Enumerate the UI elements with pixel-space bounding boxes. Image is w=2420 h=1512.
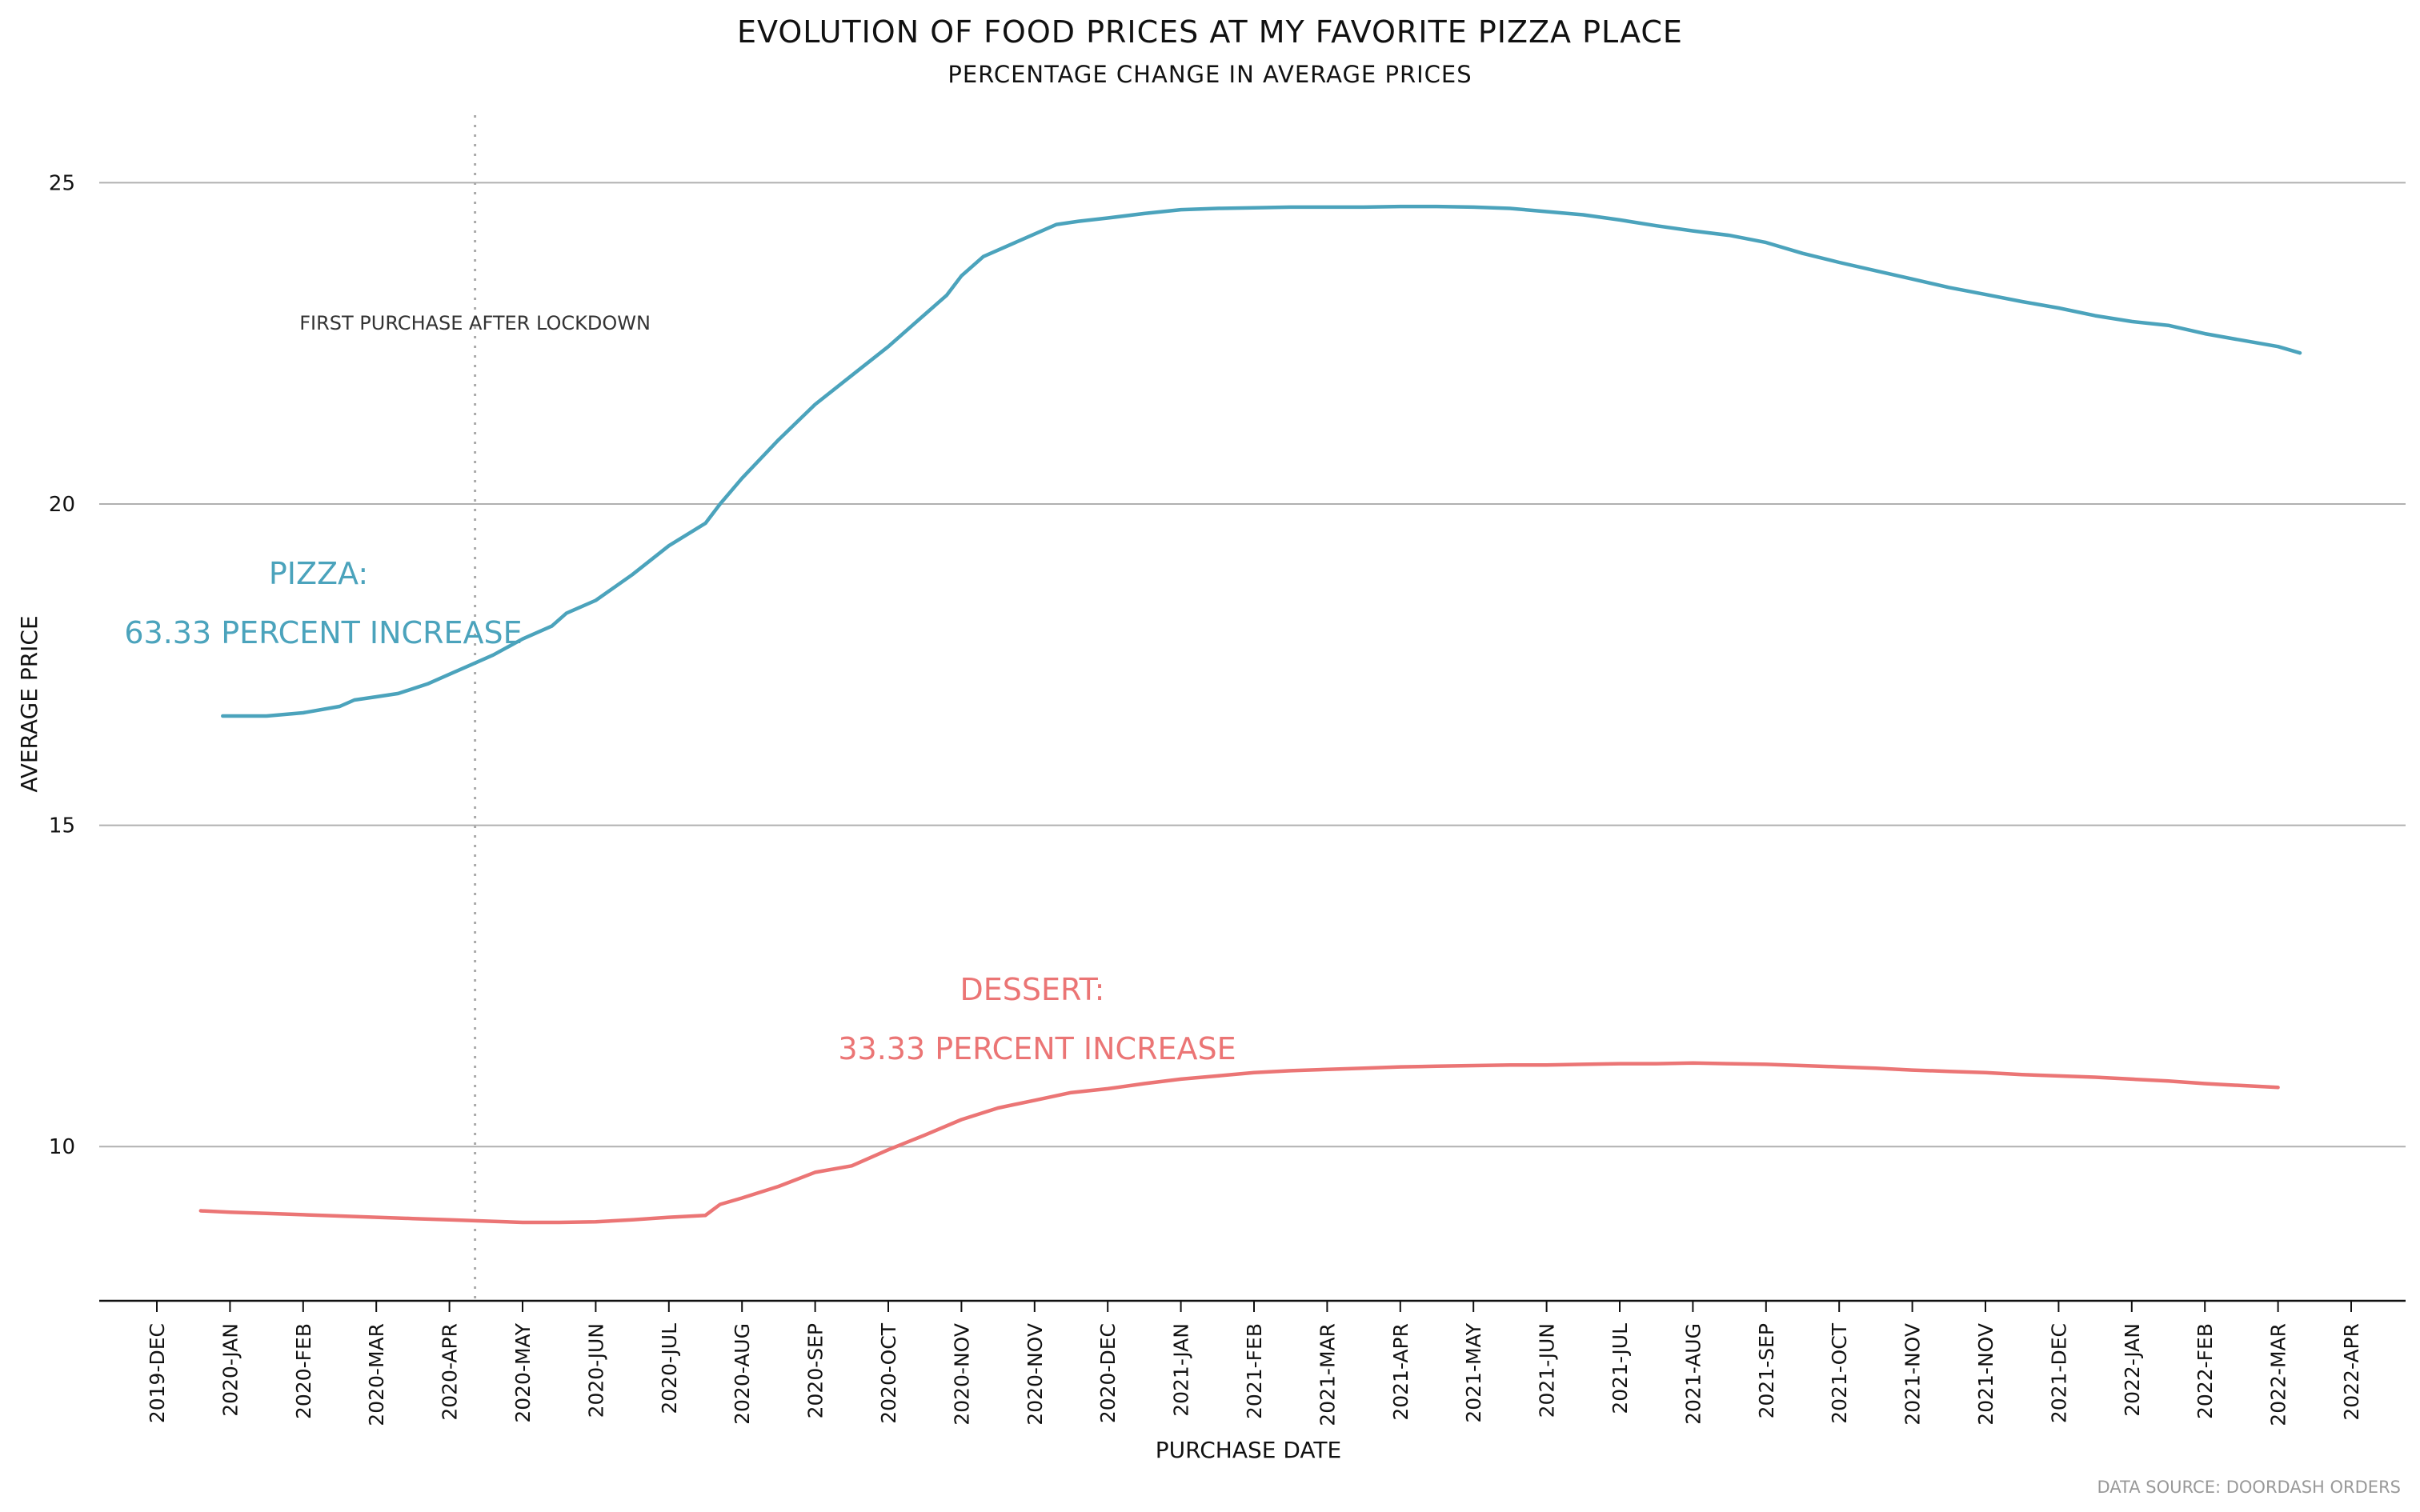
- x-tick-label: 2021-JUL: [1609, 1323, 1632, 1414]
- x-tick-label: 2021-NOV: [1901, 1323, 1925, 1426]
- x-tick-label: 2020-APR: [439, 1323, 462, 1421]
- x-tick-label: 2020-SEP: [804, 1323, 827, 1418]
- x-axis-label: PURCHASE DATE: [1156, 1437, 1341, 1463]
- x-tick-label: 2020-MAR: [365, 1323, 388, 1426]
- y-tick-label: 25: [49, 171, 75, 195]
- series-line-dessert: [198, 1061, 2280, 1225]
- x-tick-label: 2021-DEC: [2047, 1323, 2070, 1423]
- y-tick-label: 10: [49, 1135, 75, 1159]
- y-tick-label: 15: [49, 814, 75, 838]
- pizza-annotation-title: PIZZA:: [269, 556, 368, 591]
- lockdown-annotation: FIRST PURCHASE AFTER LOCKDOWN: [299, 312, 651, 334]
- x-tick-label: 2021-SEP: [1755, 1323, 1778, 1418]
- x-tick-label: 2021-JUN: [1536, 1323, 1559, 1418]
- x-tick-label: 2020-FEB: [292, 1323, 315, 1419]
- x-tick-label: 2020-AUG: [731, 1323, 754, 1425]
- x-tick-label: 2020-JAN: [218, 1323, 242, 1417]
- y-tick-label: 20: [49, 493, 75, 517]
- pizza-annotation-value: 63.33 PERCENT INCREASE: [124, 615, 522, 650]
- x-tick-label: 2020-NOV: [1024, 1323, 1047, 1426]
- x-tick-label: 2020-MAY: [511, 1322, 535, 1422]
- x-tick-label: 2020-JUL: [658, 1323, 681, 1414]
- x-tick-label: 2022-JAN: [2121, 1323, 2144, 1417]
- x-tick-label: 2022-MAR: [2267, 1323, 2290, 1426]
- x-tick-label: 2021-JAN: [1170, 1323, 1193, 1417]
- x-tick-label: 2021-APR: [1389, 1323, 1412, 1421]
- x-tick-label: 2020-JUN: [584, 1323, 607, 1418]
- x-tick-label: 2019-DEC: [146, 1323, 169, 1423]
- x-tick-label: 2021-FEB: [1243, 1323, 1266, 1419]
- x-tick-label: 2020-DEC: [1096, 1323, 1120, 1423]
- chart-subtitle: PERCENTAGE CHANGE IN AVERAGE PRICES: [948, 61, 1472, 88]
- x-tick-label: 2021-MAY: [1462, 1322, 1485, 1422]
- source-note: DATA SOURCE: DOORDASH ORDERS: [2097, 1478, 2402, 1497]
- x-tick-label: 2020-NOV: [950, 1323, 973, 1426]
- series-line-pizza: [221, 204, 2302, 718]
- y-axis-label: AVERAGE PRICE: [16, 615, 42, 792]
- x-tick-label: 2022-FEB: [2194, 1323, 2217, 1419]
- x-tick-label: 2021-NOV: [1974, 1323, 1997, 1426]
- dessert-annotation-title: DESSERT:: [960, 972, 1104, 1007]
- chart-title: EVOLUTION OF FOOD PRICES AT MY FAVORITE …: [737, 14, 1683, 50]
- dessert-annotation-value: 33.33 PERCENT INCREASE: [838, 1031, 1236, 1066]
- x-tick-label: 2021-AUG: [1681, 1323, 1705, 1425]
- x-tick-label: 2022-APR: [2340, 1323, 2363, 1421]
- x-tick-label: 2020-OCT: [877, 1322, 900, 1423]
- x-tick-label: 2021-OCT: [1828, 1322, 1851, 1423]
- x-tick-label: 2021-MAR: [1316, 1323, 1339, 1426]
